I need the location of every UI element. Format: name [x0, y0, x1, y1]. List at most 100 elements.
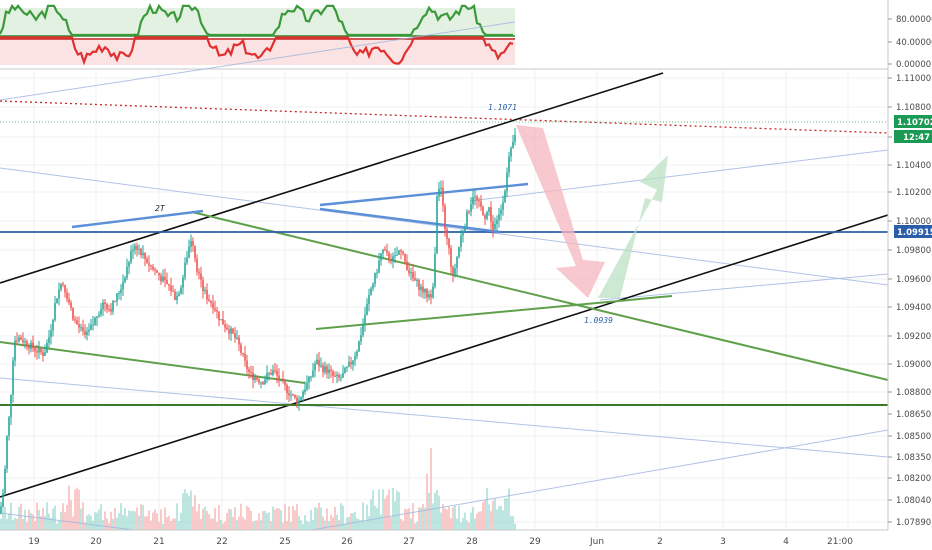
- volume-bar: [438, 495, 440, 530]
- candle-body: [288, 393, 290, 396]
- candle-body: [226, 327, 228, 330]
- candle-body: [214, 308, 216, 311]
- volume-bar: [426, 473, 428, 530]
- volume-bar: [242, 517, 244, 530]
- volume-bar: [392, 488, 394, 530]
- blue-trendline-left: [71, 209, 204, 229]
- volume-bar: [222, 523, 224, 530]
- volume-bar: [280, 509, 282, 530]
- volume-bar: [316, 507, 318, 530]
- candle-body: [158, 272, 160, 276]
- faint-trendlines: [0, 21, 889, 533]
- faint-trendline-3: [469, 149, 889, 202]
- volume-bar: [344, 523, 346, 530]
- volume-bar: [188, 496, 190, 530]
- volume-bar: [94, 512, 96, 530]
- oscillator-pane: [0, 0, 888, 68]
- oscillator-tick-label: 40.00000: [896, 38, 932, 48]
- volume-bar: [302, 523, 304, 530]
- blue-trendline-flag-top: [319, 182, 529, 207]
- candle-body: [40, 348, 42, 353]
- candle-body: [212, 303, 214, 309]
- volume-bar: [414, 523, 416, 530]
- volume-bar: [154, 509, 156, 530]
- volume-bar: [476, 513, 478, 530]
- blue-trendlines[interactable]: [71, 182, 529, 234]
- channel-lower-line[interactable]: [0, 214, 889, 498]
- candle-body: [384, 249, 386, 251]
- volume-bar: [324, 520, 326, 530]
- candle-body: [344, 368, 346, 373]
- candle-body: [200, 273, 202, 280]
- candle-body: [244, 354, 246, 361]
- volume-bar: [452, 507, 454, 530]
- candle-body: [440, 187, 442, 189]
- candle-body: [2, 493, 4, 507]
- countdown-tag: 12:47: [894, 130, 932, 143]
- volume-bar: [448, 506, 450, 530]
- volume-bar: [24, 509, 26, 530]
- candle-body: [26, 341, 28, 347]
- green-trendlines[interactable]: [0, 211, 889, 384]
- volume-bar: [368, 516, 370, 530]
- candle-body: [118, 292, 120, 294]
- candle-body: [222, 319, 224, 325]
- volume-bar: [400, 518, 402, 530]
- volume-bar: [62, 503, 64, 530]
- candle-body: [298, 399, 300, 405]
- candle-body: [304, 389, 306, 392]
- candle-body: [186, 257, 188, 263]
- candle-body: [468, 211, 470, 213]
- time-axis[interactable]: 19 20 21 22 25 26 27 28 29 Jun 2 3 4 21:00: [0, 529, 932, 550]
- candle-body: [266, 373, 268, 380]
- candle-body: [56, 298, 58, 304]
- candle-body: [434, 253, 436, 287]
- volume-bar: [390, 517, 392, 530]
- candle-body: [390, 259, 392, 262]
- candle-body: [102, 302, 104, 310]
- price-tick-label: 1.10400: [896, 161, 931, 171]
- volume-bar: [96, 512, 98, 530]
- volume-bar: [210, 518, 212, 530]
- volume-bar: [468, 522, 470, 530]
- volume-bar: [82, 502, 84, 530]
- candle-body: [90, 324, 92, 330]
- volume-bar: [362, 502, 364, 530]
- candle-body: [418, 279, 420, 290]
- candle-body: [54, 303, 56, 320]
- candle-body: [480, 201, 482, 207]
- volume-bar: [308, 522, 310, 530]
- candle-body: [348, 362, 350, 367]
- candle-body: [14, 340, 16, 361]
- price-pane: 1.1071 1.0939 2T: [0, 21, 889, 533]
- volume-bar: [244, 519, 246, 530]
- volume-bar: [340, 503, 342, 530]
- volume-bar: [342, 505, 344, 530]
- candle-body: [274, 370, 276, 372]
- candle-body: [334, 375, 336, 377]
- time-tick-label: 21:00: [827, 537, 853, 547]
- volume-bar: [46, 502, 48, 530]
- volume-bar: [136, 507, 138, 530]
- volume-bar: [416, 521, 418, 530]
- candle-body: [74, 319, 76, 321]
- volume-bar: [156, 513, 158, 530]
- volume-bar: [388, 489, 390, 530]
- candle-body: [182, 277, 184, 288]
- candle-body: [314, 363, 316, 371]
- volume-bar: [150, 520, 152, 530]
- volume-bar: [408, 508, 410, 530]
- price-axis[interactable]: 80.00000 40.00000 0.00000 1.11000 1.10800 1.…: [887, 0, 932, 550]
- channel-upper-line[interactable]: [0, 72, 664, 284]
- candle-body: [498, 214, 500, 220]
- volume-bar: [116, 517, 118, 530]
- volume-bar: [300, 520, 302, 530]
- candle-body: [256, 377, 258, 380]
- volume-bar: [460, 522, 462, 530]
- resistance-dotted-line[interactable]: [0, 100, 889, 134]
- candle-body: [300, 397, 302, 400]
- volume-bar: [40, 516, 42, 530]
- candle-body: [72, 307, 74, 320]
- candle-body: [4, 468, 6, 494]
